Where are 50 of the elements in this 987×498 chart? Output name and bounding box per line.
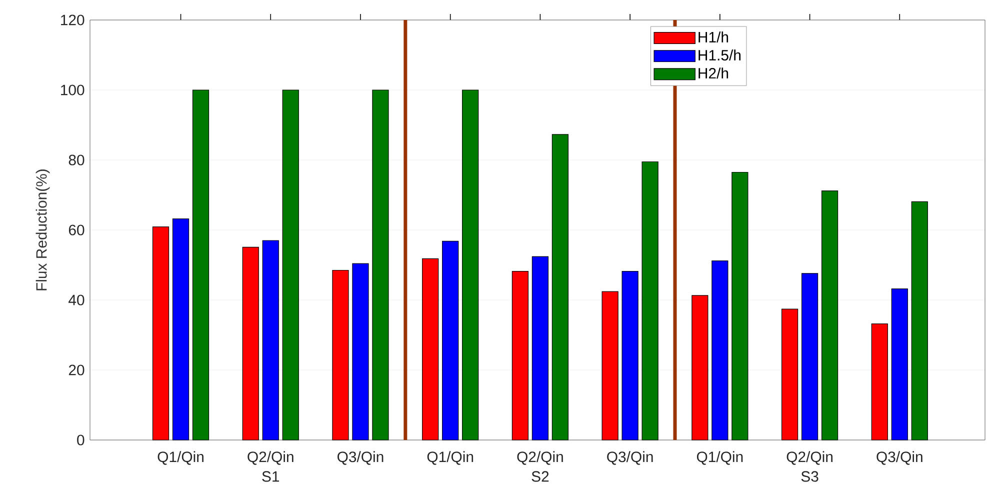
text: S1 bbox=[262, 471, 280, 482]
bar bbox=[891, 288, 908, 440]
x-tick-label: Q2/Qin bbox=[248, 451, 294, 465]
bar bbox=[552, 134, 568, 440]
y-axis-title: Flux Reduction(%) bbox=[36, 170, 50, 290]
x-tick-label: Q2/Qin bbox=[517, 451, 563, 465]
bar bbox=[352, 263, 369, 440]
x-tick-label: Q1/Qin bbox=[427, 451, 474, 465]
bar bbox=[732, 172, 748, 440]
text: S3 bbox=[801, 471, 818, 482]
bar bbox=[801, 273, 818, 440]
bar bbox=[532, 256, 548, 440]
y-tick-label: 100 bbox=[61, 84, 84, 96]
bar bbox=[422, 258, 439, 440]
x-tick-label: Q3/Qin bbox=[607, 451, 653, 465]
bar bbox=[692, 295, 708, 440]
y-tick-label: 80 bbox=[68, 154, 84, 166]
x-tick-label: Q3/Qin bbox=[876, 451, 922, 465]
y-tick-label: 40 bbox=[68, 294, 84, 306]
y-tick-label: 20 bbox=[68, 364, 84, 376]
legend-label: H1.5/h bbox=[698, 50, 740, 61]
y-tick-label: 0 bbox=[77, 434, 84, 446]
text: S2 bbox=[532, 471, 549, 482]
bar bbox=[442, 240, 459, 440]
bar bbox=[242, 246, 259, 440]
bar bbox=[602, 291, 618, 440]
bar bbox=[821, 190, 838, 440]
y-tick-label: 120 bbox=[61, 14, 84, 26]
bar bbox=[192, 90, 210, 440]
bar bbox=[372, 90, 389, 440]
bar bbox=[152, 226, 170, 440]
x-tick-label: Q1/Qin bbox=[158, 451, 204, 465]
bar bbox=[512, 270, 528, 440]
bar bbox=[622, 270, 638, 440]
x-tick-label: Q1/Qin bbox=[696, 451, 743, 465]
bar bbox=[282, 90, 299, 440]
x-tick-label: Q3/Qin bbox=[338, 451, 384, 465]
bar bbox=[642, 161, 658, 440]
legend-label: H2/h bbox=[698, 68, 728, 79]
bar bbox=[871, 323, 888, 440]
bar bbox=[712, 260, 728, 440]
y-tick-label: 60 bbox=[68, 224, 84, 236]
bar bbox=[781, 308, 798, 440]
bar bbox=[172, 218, 190, 440]
bar bbox=[262, 240, 279, 440]
legend-label: H1/h bbox=[698, 31, 728, 42]
bar bbox=[911, 201, 928, 440]
bar bbox=[462, 90, 479, 440]
x-tick-label: Q2/Qin bbox=[786, 451, 832, 465]
bar bbox=[332, 270, 349, 440]
